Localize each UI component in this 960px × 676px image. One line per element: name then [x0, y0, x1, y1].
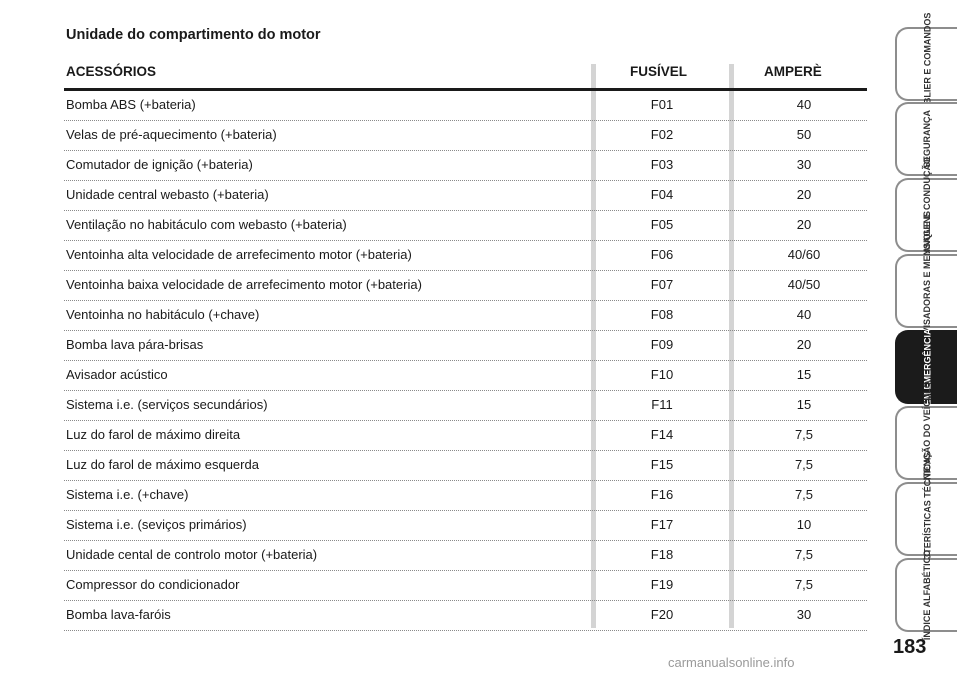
row-ampere: 7,5: [794, 427, 814, 442]
row-fuse: F08: [650, 307, 674, 322]
row-ampere: 7,5: [794, 457, 814, 472]
row-description: Luz do farol de máximo direita: [66, 427, 241, 442]
row-fuse: F18: [650, 547, 674, 562]
table-row: Compressor do condicionador F19 7,5: [64, 571, 867, 601]
tab-label: TABLIER E COMANDOS: [922, 12, 932, 116]
row-description: Velas de pré-aquecimento (+bateria): [66, 127, 277, 142]
row-fuse: F01: [650, 97, 674, 112]
row-fuse: F20: [650, 607, 674, 622]
row-fuse: F17: [650, 517, 674, 532]
table-row: Ventoinha baixa velocidade de arrefecime…: [64, 271, 867, 301]
table-body: Bomba ABS (+bateria) F01 40 Velas de pré-aq…: [64, 91, 867, 631]
table-header: ACESSÓRIOS FUSÍVEL AMPERÈ: [64, 58, 867, 91]
row-ampere: 40/50: [787, 277, 821, 292]
row-description: Ventoinha baixa velocidade de arrefecime…: [66, 277, 422, 292]
watermark: carmanualsonline.info: [668, 655, 795, 670]
row-fuse: F11: [651, 397, 673, 412]
table-row: Unidade cental de controlo motor (+bater…: [64, 541, 867, 571]
tab-chapter-4[interactable]: LUZES AVISADORAS E MENSAGENS: [895, 211, 957, 371]
table-row: Bomba lava-faróis F20 30: [64, 601, 867, 631]
row-ampere: 20: [796, 337, 812, 352]
tab-chapter-1[interactable]: TABLIER E COMANDOS: [895, 13, 957, 115]
row-fuse: F04: [650, 187, 674, 202]
table-row: Avisador acústico F10 15: [64, 361, 867, 391]
tab-chapter-8[interactable]: ÍNDICE ALFABÉTICO: [895, 550, 957, 640]
row-ampere: 40: [796, 97, 812, 112]
row-fuse: F09: [650, 337, 674, 352]
table-row: Sistema i.e. (serviços secundários) F11 15: [64, 391, 867, 421]
row-ampere: 7,5: [794, 487, 814, 502]
table-row: Sistema i.e. (seviços primários) F17 10: [64, 511, 867, 541]
row-description: Avisador acústico: [66, 367, 168, 382]
row-description: Bomba ABS (+bateria): [66, 97, 196, 112]
row-ampere: 7,5: [794, 577, 814, 592]
fuse-column-bar: [591, 64, 596, 628]
table-row: Ventoinha no habitáculo (+chave) F08 40: [64, 301, 867, 331]
tab-chapter-7[interactable]: CARACTERÍSTICAS TÉCNICAS: [895, 452, 957, 586]
row-fuse: F07: [650, 277, 674, 292]
table-row: Luz do farol de máximo esquerda F15 7,5: [64, 451, 867, 481]
table-row: Ventilação no habitáculo com webasto (+b…: [64, 211, 867, 241]
row-fuse: F03: [650, 157, 674, 172]
row-description: Compressor do condicionador: [66, 577, 240, 592]
row-description: Sistema i.e. (+chave): [66, 487, 189, 502]
header-ampere: AMPERÈ: [764, 64, 822, 79]
row-description: Sistema i.e. (seviços primários): [66, 517, 247, 532]
row-ampere: 30: [796, 157, 812, 172]
tab-chapter-5[interactable]: EM EMERGÊNCIA: [895, 328, 957, 406]
table-row: Sistema i.e. (+chave) F16 7,5: [64, 481, 867, 511]
table-row: Velas de pré-aquecimento (+bateria) F02 50: [64, 121, 867, 151]
row-description: Ventilação no habitáculo com webasto (+b…: [66, 217, 347, 232]
header-accessories: ACESSÓRIOS: [66, 64, 157, 79]
row-ampere: 40/60: [787, 247, 821, 262]
table-row: Unidade central webasto (+bateria) F04 20: [64, 181, 867, 211]
row-fuse: F06: [650, 247, 674, 262]
row-fuse: F14: [650, 427, 674, 442]
tab-chapter-2[interactable]: SEGURANÇA: [895, 102, 957, 176]
row-ampere: 15: [796, 397, 812, 412]
row-ampere: 20: [796, 187, 812, 202]
row-description: Unidade cental de controlo motor (+bater…: [66, 547, 318, 562]
row-description: Sistema i.e. (serviços secundários): [66, 397, 268, 412]
tab-chapter-6[interactable]: MANUTENÇÃO DO VEÍCULO: [895, 381, 957, 505]
row-description: Bomba lava-faróis: [66, 607, 171, 622]
row-ampere: 7,5: [794, 547, 814, 562]
tab-chapter-3[interactable]: ARRANQUE E CONDUÇÃO: [895, 157, 957, 273]
row-description: Luz do farol de máximo esquerda: [66, 457, 259, 472]
table-row: Comutador de ignição (+bateria) F03 30: [64, 151, 867, 181]
row-description: Comutador de ignição (+bateria): [66, 157, 253, 172]
page-number: 183: [893, 636, 927, 658]
row-ampere: 50: [796, 127, 812, 142]
table-row: Luz do farol de máximo direita F14 7,5: [64, 421, 867, 451]
row-ampere: 15: [796, 367, 812, 382]
row-fuse: F05: [650, 217, 674, 232]
row-description: Unidade central webasto (+bateria): [66, 187, 269, 202]
table-row: Bomba lava pára-brisas F09 20: [64, 331, 867, 361]
row-fuse: F19: [650, 577, 674, 592]
row-fuse: F10: [650, 367, 674, 382]
row-description: Bomba lava pára-brisas: [66, 337, 204, 352]
table-row: Bomba ABS (+bateria) F01 40: [64, 91, 867, 121]
ampere-column-bar: [729, 64, 734, 628]
table-row: Ventoinha alta velocidade de arrefecimen…: [64, 241, 867, 271]
row-ampere: 40: [796, 307, 812, 322]
row-fuse: F16: [650, 487, 674, 502]
row-fuse: F02: [650, 127, 674, 142]
tab-label: ÍNDICE ALFABÉTICO: [922, 549, 933, 641]
row-ampere: 30: [796, 607, 812, 622]
row-description: Ventoinha no habitáculo (+chave): [66, 307, 260, 322]
row-ampere: 10: [796, 517, 812, 532]
header-fuse: FUSÍVEL: [630, 64, 688, 79]
row-ampere: 20: [796, 217, 812, 232]
section-title: Unidade do compartimento do motor: [66, 27, 321, 43]
fuse-table: ACESSÓRIOS FUSÍVEL AMPERÈ Bomba ABS (+ba…: [64, 58, 867, 631]
row-description: Ventoinha alta velocidade de arrefecimen…: [66, 247, 412, 262]
row-fuse: F15: [650, 457, 674, 472]
